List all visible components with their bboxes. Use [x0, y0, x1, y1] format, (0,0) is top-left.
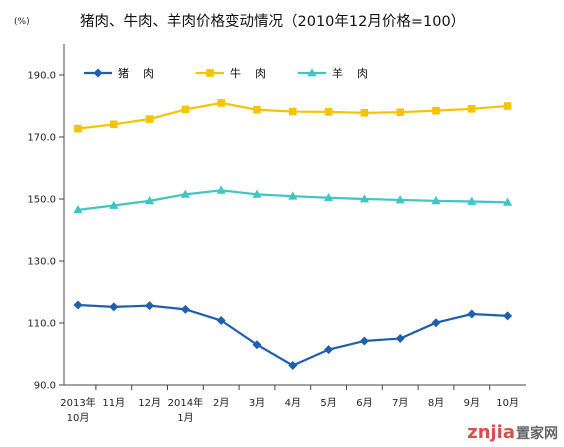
legend: 猪 肉牛 肉羊 肉 [84, 66, 368, 80]
x-tick-label: 5月 [320, 397, 336, 409]
data-point [396, 108, 404, 116]
x-tick-label: 6月 [356, 397, 372, 409]
x-tick-label: 3月 [249, 397, 265, 409]
data-point [74, 124, 82, 133]
data-point [359, 194, 369, 203]
legend-marker [206, 69, 214, 77]
data-point [503, 311, 513, 321]
data-point [324, 108, 333, 116]
x-tick-label: 2014年 [168, 396, 203, 409]
series-layer [73, 99, 513, 370]
data-point [467, 196, 477, 205]
series-line [77, 101, 508, 130]
watermark-logo-text: znjia [467, 422, 515, 443]
y-tick-label: 130.0 [27, 257, 56, 268]
data-point [503, 102, 512, 110]
x-tick-label: 7月 [392, 397, 408, 409]
data-point [216, 316, 226, 326]
data-point [253, 105, 261, 114]
data-point [180, 304, 190, 314]
data-point [217, 99, 225, 107]
y-tick-label: 150.0 [27, 195, 56, 206]
data-point [324, 345, 334, 355]
y-tick-label: 190.0 [27, 71, 56, 82]
data-point [324, 192, 334, 202]
y-ticks: 90.0 110.0 130.0 150.0 170.0 190.0 [27, 71, 64, 392]
data-point [360, 109, 369, 117]
series-1 [73, 300, 513, 370]
y-tick-label: 90.0 [34, 381, 56, 392]
y-tick-label: 170.0 [27, 133, 56, 144]
data-point [467, 309, 477, 319]
watermark-suffix: 置家网 [516, 426, 558, 442]
data-point [252, 189, 262, 198]
series-line [77, 303, 508, 367]
data-point [180, 189, 190, 198]
data-point [289, 107, 297, 116]
legend-label: 羊 肉 [332, 66, 368, 80]
data-point [252, 340, 262, 350]
data-point [395, 195, 405, 204]
data-point [431, 196, 441, 205]
data-point [431, 318, 441, 328]
legend-label: 猪 肉 [118, 67, 154, 80]
data-point [145, 196, 155, 205]
x-tick-label: 2013年 [60, 396, 95, 409]
data-point [109, 302, 119, 312]
data-point [468, 104, 476, 113]
data-point [288, 360, 298, 370]
x-tick-label: 10月 [496, 397, 519, 409]
data-point [110, 120, 118, 129]
data-point [73, 300, 83, 310]
x-ticks: 2013年 10月 11月 12月 2014年 1月 2月 3月 4月 5月 6月 7月 8月 9月 10月 [60, 385, 519, 424]
data-point [145, 115, 154, 123]
x-tick-label: 1月 [177, 412, 193, 424]
data-point [288, 191, 298, 200]
data-point [109, 200, 119, 209]
x-tick-label: 8月 [428, 397, 444, 409]
series-2 [74, 99, 512, 133]
watermark-logo: znjia置家网 [467, 422, 558, 443]
data-point [432, 106, 440, 115]
unit-label: (%) [14, 17, 30, 27]
series-3 [73, 185, 513, 214]
legend-marker [93, 68, 103, 78]
x-tick-label: 10月 [67, 412, 90, 424]
data-point [73, 205, 83, 214]
x-tick-label: 4月 [285, 397, 301, 409]
chart-title: 猪肉、牛肉、羊肉价格变动情况（2010年12月价格=100） [80, 13, 465, 30]
data-point [181, 105, 190, 114]
data-point [359, 336, 369, 346]
data-point [216, 185, 226, 194]
data-point [503, 197, 513, 206]
legend-label: 牛 肉 [230, 66, 266, 80]
data-point [145, 301, 155, 311]
y-tick-label: 110.0 [27, 319, 56, 330]
x-tick-label: 9月 [464, 397, 480, 409]
x-tick-label: 11月 [102, 397, 125, 409]
legend-marker [307, 68, 317, 77]
data-point [395, 334, 405, 343]
x-tick-label: 2月 [213, 397, 229, 409]
x-tick-label: 12月 [138, 397, 161, 409]
